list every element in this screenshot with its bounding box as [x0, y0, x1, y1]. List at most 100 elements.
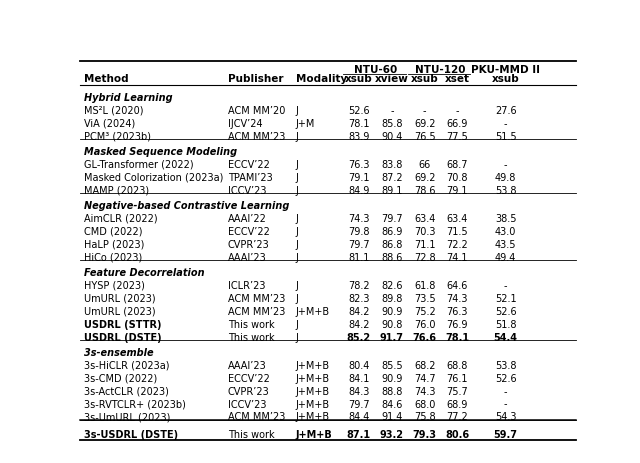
Text: Feature Decorrelation: Feature Decorrelation: [84, 267, 205, 277]
Text: 74.7: 74.7: [414, 373, 436, 383]
Text: 86.9: 86.9: [381, 226, 403, 236]
Text: 79.8: 79.8: [348, 226, 369, 236]
Text: ICCV’23: ICCV’23: [228, 185, 266, 195]
Text: J: J: [296, 319, 299, 329]
Text: 84.2: 84.2: [348, 306, 369, 316]
Text: NTU-120: NTU-120: [415, 65, 465, 75]
Text: 49.4: 49.4: [495, 252, 516, 262]
Text: 80.6: 80.6: [445, 429, 469, 439]
Text: 63.4: 63.4: [446, 213, 468, 223]
Text: -: -: [504, 159, 508, 169]
Text: 89.8: 89.8: [381, 293, 403, 303]
Text: J: J: [296, 293, 299, 303]
Text: 61.8: 61.8: [414, 280, 435, 290]
Text: AAAI’23: AAAI’23: [228, 252, 266, 262]
Text: 81.1: 81.1: [348, 252, 369, 262]
Text: 86.8: 86.8: [381, 239, 403, 249]
Text: 79.1: 79.1: [446, 185, 468, 195]
Text: ECCV’22: ECCV’22: [228, 159, 269, 169]
Text: 68.7: 68.7: [446, 159, 468, 169]
Text: 84.2: 84.2: [348, 319, 369, 329]
Text: xsub: xsub: [492, 74, 520, 84]
Text: J+M+B: J+M+B: [296, 399, 330, 409]
Text: 71.1: 71.1: [414, 239, 435, 249]
Text: 84.1: 84.1: [348, 373, 369, 383]
Text: 3s-ensemble: 3s-ensemble: [84, 347, 154, 357]
Text: 68.0: 68.0: [414, 399, 435, 409]
Text: 76.5: 76.5: [414, 131, 436, 141]
Text: J+M+B: J+M+B: [296, 373, 330, 383]
Text: ACM MM’23: ACM MM’23: [228, 412, 285, 422]
Text: 59.7: 59.7: [493, 429, 518, 439]
Text: 74.3: 74.3: [446, 293, 468, 303]
Text: 54.4: 54.4: [493, 332, 518, 342]
Text: 84.6: 84.6: [381, 399, 403, 409]
Text: 52.6: 52.6: [495, 306, 516, 316]
Text: 76.3: 76.3: [348, 159, 369, 169]
Text: 53.8: 53.8: [495, 360, 516, 370]
Text: J: J: [296, 213, 299, 223]
Text: 76.1: 76.1: [446, 373, 468, 383]
Text: 27.6: 27.6: [495, 106, 516, 115]
Text: 63.4: 63.4: [414, 213, 435, 223]
Text: 3s-RVTCLR+ (2023b): 3s-RVTCLR+ (2023b): [84, 399, 186, 409]
Text: xsub: xsub: [411, 74, 438, 84]
Text: CVPR’23: CVPR’23: [228, 386, 269, 396]
Text: 3s-CMD (2022): 3s-CMD (2022): [84, 373, 157, 383]
Text: HaLP (2023): HaLP (2023): [84, 239, 145, 249]
Text: 90.8: 90.8: [381, 319, 403, 329]
Text: ECCV’22: ECCV’22: [228, 373, 269, 383]
Text: 76.6: 76.6: [413, 332, 436, 342]
Text: J: J: [296, 131, 299, 141]
Text: 74.3: 74.3: [414, 386, 435, 396]
Text: 53.8: 53.8: [495, 185, 516, 195]
Text: 85.5: 85.5: [381, 360, 403, 370]
Text: J: J: [296, 226, 299, 236]
Text: Publisher: Publisher: [228, 74, 284, 84]
Text: AAAI’23: AAAI’23: [228, 360, 266, 370]
Text: 76.0: 76.0: [414, 319, 435, 329]
Text: This work: This work: [228, 332, 275, 342]
Text: 78.2: 78.2: [348, 280, 369, 290]
Text: 91.4: 91.4: [381, 412, 403, 422]
Text: USDRL (DSTE): USDRL (DSTE): [84, 332, 161, 342]
Text: ACM MM’23: ACM MM’23: [228, 306, 285, 316]
Text: J+M: J+M: [296, 119, 315, 128]
Text: xview: xview: [375, 74, 409, 84]
Text: -: -: [504, 280, 508, 290]
Text: 75.8: 75.8: [414, 412, 436, 422]
Text: 80.4: 80.4: [348, 360, 369, 370]
Text: -: -: [423, 106, 426, 115]
Text: 38.5: 38.5: [495, 213, 516, 223]
Text: 85.8: 85.8: [381, 119, 403, 128]
Text: Method: Method: [84, 74, 129, 84]
Text: 79.7: 79.7: [381, 213, 403, 223]
Text: 54.3: 54.3: [495, 412, 516, 422]
Text: 66: 66: [419, 159, 431, 169]
Text: J+M+B: J+M+B: [296, 429, 333, 439]
Text: 84.4: 84.4: [348, 412, 369, 422]
Text: 75.7: 75.7: [446, 386, 468, 396]
Text: Negative-based Contrastive Learning: Negative-based Contrastive Learning: [84, 200, 289, 211]
Text: 77.5: 77.5: [446, 131, 468, 141]
Text: ICCV’23: ICCV’23: [228, 399, 266, 409]
Text: 70.3: 70.3: [414, 226, 435, 236]
Text: ACM MM’20: ACM MM’20: [228, 106, 285, 115]
Text: 74.1: 74.1: [446, 252, 468, 262]
Text: 84.3: 84.3: [348, 386, 369, 396]
Text: 73.5: 73.5: [414, 293, 436, 303]
Text: 70.8: 70.8: [446, 172, 468, 182]
Text: This work: This work: [228, 429, 275, 439]
Text: UmURL (2023): UmURL (2023): [84, 293, 156, 303]
Text: J: J: [296, 159, 299, 169]
Text: CVPR’23: CVPR’23: [228, 239, 269, 249]
Text: J+M+B: J+M+B: [296, 412, 330, 422]
Text: 93.2: 93.2: [380, 429, 404, 439]
Text: 85.2: 85.2: [347, 332, 371, 342]
Text: HiCo (2023): HiCo (2023): [84, 252, 142, 262]
Text: Modality: Modality: [296, 74, 347, 84]
Text: UmURL (2023): UmURL (2023): [84, 306, 156, 316]
Text: 66.9: 66.9: [446, 119, 468, 128]
Text: Masked Sequence Modeling: Masked Sequence Modeling: [84, 146, 237, 156]
Text: -: -: [390, 106, 394, 115]
